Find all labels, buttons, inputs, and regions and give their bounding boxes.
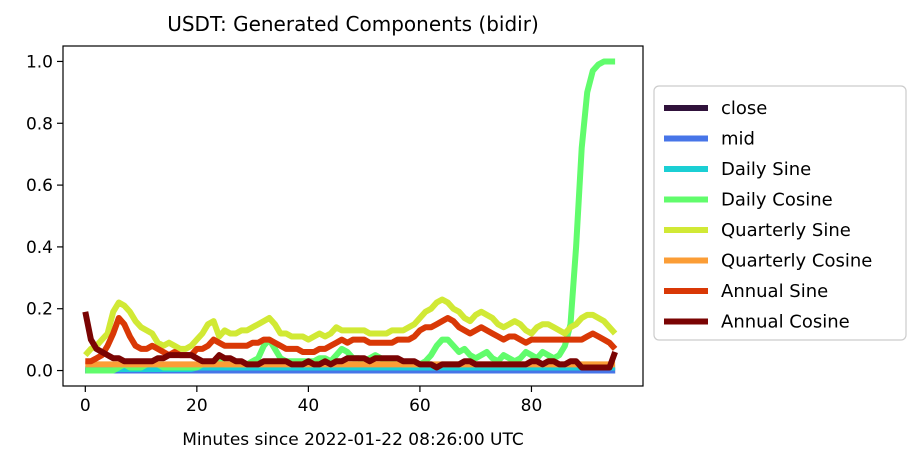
x-tick-label: 40 <box>298 396 320 416</box>
y-tick-label: 0.0 <box>26 362 53 382</box>
plot-area <box>82 58 618 374</box>
y-tick-label: 1.0 <box>26 52 53 72</box>
legend: close mid Daily Sine Daily Cosine Quarterly … <box>653 85 907 341</box>
y-tick-label: 0.4 <box>26 238 53 258</box>
series-line-annual-cosine <box>82 311 618 371</box>
legend-label-mid: mid <box>721 129 755 150</box>
x-tick-label: 60 <box>409 396 431 416</box>
legend-items: close mid Daily Sine Daily Cosine Quarterly … <box>664 98 872 333</box>
y-tick-label: 0.8 <box>26 114 53 134</box>
legend-frame <box>653 85 907 341</box>
legend-label-quarterly-sine: Quarterly Sine <box>721 220 851 241</box>
chart-title: USDT: Generated Components (bidir) <box>167 12 539 36</box>
y-axis-ticks: 0.0 0.2 0.4 0.6 0.8 1.0 <box>26 52 63 382</box>
x-axis-label: Minutes since 2022-01-22 08:26:00 UTC <box>182 430 524 450</box>
x-tick-label: 80 <box>521 396 543 416</box>
legend-label-quarterly-cosine: Quarterly Cosine <box>721 251 872 272</box>
x-axis-ticks: 0 20 40 60 80 <box>80 386 542 416</box>
series-line-quarterly-sine <box>83 296 618 358</box>
y-tick-label: 0.2 <box>26 300 53 320</box>
legend-label-daily-sine: Daily Sine <box>721 159 811 180</box>
legend-label-annual-cosine: Annual Cosine <box>721 312 850 333</box>
x-tick-label: 0 <box>80 396 91 416</box>
legend-label-annual-sine: Annual Sine <box>721 281 828 302</box>
legend-label-daily-cosine: Daily Cosine <box>721 190 833 211</box>
series-line-daily-cosine <box>85 58 616 374</box>
x-tick-label: 20 <box>186 396 208 416</box>
legend-label-close: close <box>721 98 767 119</box>
y-tick-label: 0.6 <box>26 176 53 196</box>
plot-frame <box>62 45 644 387</box>
